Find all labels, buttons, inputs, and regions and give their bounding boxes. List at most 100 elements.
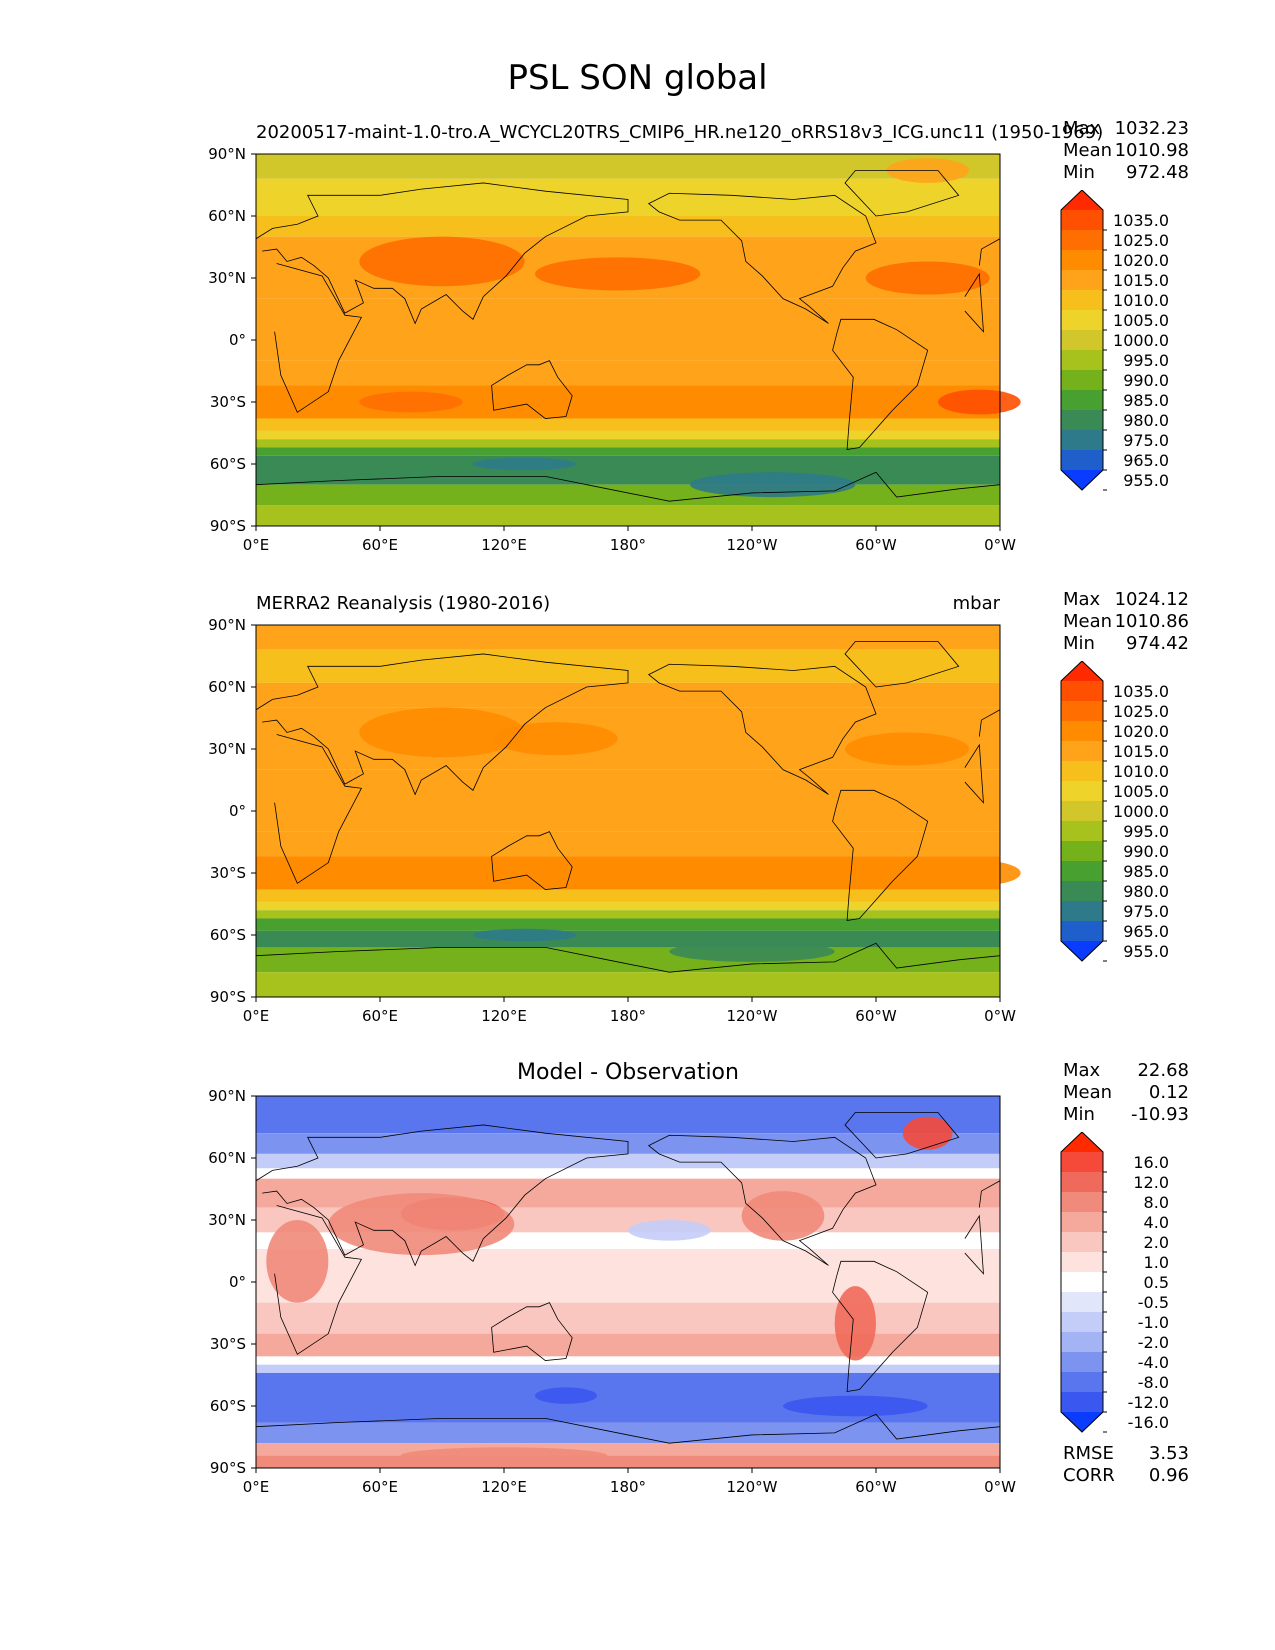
coastline-africa <box>274 1205 363 1355</box>
map-pressure-feature <box>359 236 525 287</box>
panel3-map: 90°N 60°N 30°N 0° 30°S 60°S 90°S0°E 60°E 120°E 18… <box>208 1087 1016 1496</box>
colorbar-segment <box>1061 410 1103 431</box>
map-pressure-feature <box>493 722 618 756</box>
colorbar-label: 975.0 <box>1123 431 1169 450</box>
colorbar-segment <box>1061 821 1103 842</box>
coastline-africa-west <box>964 743 984 804</box>
map-band <box>256 1455 1000 1468</box>
coastline-namerica <box>647 192 877 324</box>
panel1-map: 90°N 60°N 30°N 0° 30°S 60°S 90°S0°E 60°E 120°E 18… <box>208 145 1021 554</box>
map-band <box>256 1302 1000 1334</box>
coastline-eurasia-west <box>978 1180 1001 1208</box>
panel2-max-label: Max <box>1063 589 1101 610</box>
lon-label: 120°E <box>481 536 527 554</box>
map-pressure-feature <box>938 860 1021 886</box>
coastline-samerica <box>832 789 929 922</box>
colorbar-label: 1005.0 <box>1113 311 1169 330</box>
lon-label: 180° <box>610 536 646 554</box>
colorbar-label: 985.0 <box>1123 862 1169 881</box>
colorbar-segment <box>1061 1212 1103 1233</box>
colorbar-segment <box>1061 370 1103 391</box>
panel1-mean-label: Mean <box>1063 140 1113 161</box>
colorbar-label: 12.0 <box>1133 1173 1169 1192</box>
colorbar-segment <box>1061 861 1103 882</box>
panel3-colorbar: 16.012.08.04.02.01.00.5-0.5-1.0-2.0-4.0-… <box>1060 1132 1169 1433</box>
colorbar-label: 955.0 <box>1123 942 1169 961</box>
colorbar-segment <box>1061 430 1103 451</box>
map-pressure-feature <box>710 385 835 419</box>
colorbar-label: -4.0 <box>1138 1353 1169 1372</box>
coastline-australia <box>491 831 573 890</box>
lon-label: 120°W <box>727 536 778 554</box>
map-band <box>256 1422 1000 1444</box>
panel1-mean-value: 1010.98 <box>1114 140 1189 161</box>
colorbar-label: 1015.0 <box>1113 271 1169 290</box>
colorbar-segment <box>1061 1152 1103 1173</box>
map-band <box>256 154 1000 179</box>
lat-label: 30°N <box>208 1211 246 1229</box>
map-band <box>256 930 1000 948</box>
map-field <box>256 154 1021 526</box>
colorbar-label: 975.0 <box>1123 902 1169 921</box>
map-band <box>256 918 1000 931</box>
panel2-map: 90°N 60°N 30°N 0° 30°S 60°S 90°S0°E 60°E 120°E 18… <box>208 616 1021 1025</box>
lat-label: 90°N <box>208 145 246 163</box>
colorbar-segment <box>1061 450 1103 471</box>
colorbar-extend-bottom <box>1061 1412 1103 1432</box>
panel2-right-title: mbar <box>952 593 1000 614</box>
colorbar-label: 1025.0 <box>1113 702 1169 721</box>
lon-label: 60°E <box>362 536 398 554</box>
panel3-corr-label: CORR <box>1063 1465 1115 1486</box>
colorbar-label: 1.0 <box>1144 1253 1169 1272</box>
colorbar-segment <box>1061 250 1103 271</box>
colorbar-segment <box>1061 681 1103 702</box>
coastline-africa-west <box>964 1214 984 1275</box>
colorbar-extend-bottom <box>1061 941 1103 961</box>
lon-label: 180° <box>610 1007 646 1025</box>
colorbar-label: 980.0 <box>1123 882 1169 901</box>
panel3-rmse-label: RMSE <box>1063 1443 1114 1464</box>
lat-label: 60°N <box>208 678 246 696</box>
map-band <box>256 1096 1000 1134</box>
colorbar-segment <box>1061 781 1103 802</box>
map-band <box>256 455 1000 485</box>
map-band <box>256 1333 1000 1357</box>
coastline-greenland <box>844 641 960 688</box>
map-band <box>256 1443 1000 1456</box>
map-band <box>256 947 1000 973</box>
colorbar-label: -1.0 <box>1138 1313 1169 1332</box>
colorbar-segment <box>1061 901 1103 922</box>
panel3-min-label: Min <box>1063 1104 1095 1125</box>
lat-label: 0° <box>229 1273 246 1291</box>
colorbar-label: 0.5 <box>1144 1273 1169 1292</box>
coastline-greenland <box>844 170 960 217</box>
map-band <box>256 447 1000 456</box>
panel3-title: Model - Observation <box>517 1060 739 1085</box>
coastline-africa <box>274 263 363 413</box>
colorbar-segment <box>1061 210 1103 231</box>
lon-label: 120°W <box>727 1007 778 1025</box>
map-pressure-feature <box>328 1193 515 1256</box>
coastline-eurasia-west <box>978 709 1001 737</box>
colorbar-label: 955.0 <box>1123 471 1169 490</box>
coastline-africa-west <box>964 272 984 333</box>
colorbar-extend-top <box>1061 190 1103 210</box>
colorbar-label: 1020.0 <box>1113 251 1169 270</box>
map-band <box>256 1153 1000 1169</box>
colorbar-segment <box>1061 1172 1103 1193</box>
map-band <box>256 418 1000 431</box>
map-pressure-feature <box>710 856 835 890</box>
lon-label: 60°W <box>855 1007 897 1025</box>
colorbar-segment <box>1061 1312 1103 1333</box>
panel1-colorbar: 1035.01025.01020.01015.01010.01005.01000… <box>1060 190 1169 491</box>
lat-label: 90°N <box>208 1087 246 1105</box>
coastline-namerica <box>647 663 877 795</box>
panel3-corr-value: 0.96 <box>1148 1465 1189 1486</box>
colorbar-label: 1000.0 <box>1113 331 1169 350</box>
lon-label: 60°W <box>855 536 897 554</box>
panel1-max-label: Max <box>1063 118 1101 139</box>
coastline-namerica <box>647 1134 877 1266</box>
colorbar-extend-top <box>1061 1132 1103 1152</box>
map-band <box>256 901 1000 911</box>
colorbar-segment <box>1061 390 1103 411</box>
